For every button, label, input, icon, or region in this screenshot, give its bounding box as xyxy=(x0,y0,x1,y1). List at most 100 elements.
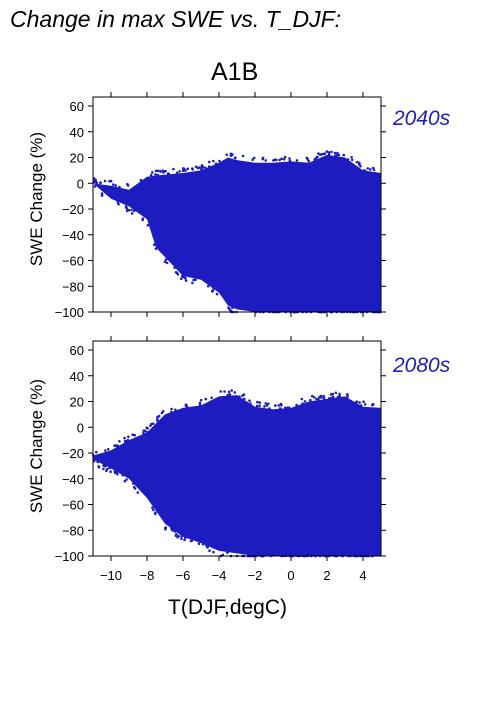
scatter-point xyxy=(94,179,97,183)
scatter-point xyxy=(278,158,282,162)
scatter-point xyxy=(141,217,145,220)
scatter-point xyxy=(186,167,189,171)
scatter-point xyxy=(198,403,202,407)
scatter-point xyxy=(146,224,150,227)
scatter-point xyxy=(249,402,252,405)
scatter-point xyxy=(93,185,97,188)
scatter-point xyxy=(118,185,121,189)
scatter-point xyxy=(277,404,281,407)
scatter-point xyxy=(303,400,307,403)
scatter-point xyxy=(123,436,126,440)
scatter-point xyxy=(118,440,121,443)
scatter-cloud-2040s xyxy=(93,154,381,312)
scatter-point xyxy=(238,395,241,398)
scatter-point xyxy=(359,404,363,407)
scatter-point xyxy=(132,485,136,489)
y-tick-label: 20 xyxy=(70,151,84,166)
scatter-point xyxy=(154,247,158,251)
scatter-point xyxy=(211,290,214,293)
scatter-point xyxy=(233,391,237,394)
scatter-point xyxy=(130,212,134,215)
scatter-point xyxy=(107,448,110,451)
y-tick-label: −60 xyxy=(62,498,84,513)
scatter-point xyxy=(199,398,203,402)
scatter-point xyxy=(124,205,128,208)
scatter-point xyxy=(133,433,136,437)
scatter-point xyxy=(92,177,96,180)
scatter-cloud-2080s xyxy=(93,395,381,556)
scatter-point xyxy=(307,159,311,163)
scatter-point xyxy=(157,414,161,418)
scatter-point xyxy=(194,165,198,169)
scatter-point xyxy=(234,156,237,160)
scatter-point xyxy=(132,209,136,213)
scatter-point xyxy=(212,287,215,291)
scatter-point xyxy=(335,154,339,157)
scatter-point xyxy=(231,153,234,156)
scatter-point xyxy=(151,171,154,174)
scatter-point xyxy=(218,159,221,163)
scatter-point xyxy=(176,536,179,539)
page-title: Change in max SWE vs. T_DJF: xyxy=(10,6,342,32)
scatter-point xyxy=(114,444,118,447)
scatter-point xyxy=(205,544,208,547)
scatter-point xyxy=(170,410,173,414)
scatter-point xyxy=(159,170,162,173)
scatter-point xyxy=(309,398,312,402)
panel-label-2080s: 2080s xyxy=(393,354,451,377)
scatter-point xyxy=(300,397,304,401)
scatter-point xyxy=(136,491,140,494)
y-tick-label: 40 xyxy=(70,125,84,140)
y-tick-label: −100 xyxy=(55,549,84,564)
scatter-point xyxy=(241,154,245,158)
scatter-point xyxy=(208,549,211,552)
scatter-point xyxy=(198,401,202,405)
scatter-point xyxy=(312,396,316,399)
scatter-point xyxy=(355,160,359,164)
scatter-point xyxy=(371,403,374,407)
scatter-point xyxy=(272,159,275,162)
scatter-point xyxy=(258,401,262,404)
scatter-point xyxy=(191,168,194,171)
scatter-point xyxy=(183,538,186,542)
scatter-point xyxy=(121,474,124,477)
scatter-point xyxy=(242,393,246,396)
scatter-point xyxy=(126,182,129,186)
scatter-point xyxy=(139,178,143,182)
scatter-point xyxy=(196,166,200,170)
scatter-point xyxy=(108,466,112,470)
panel-label-2040s: 2040s xyxy=(393,107,451,130)
scatter-point xyxy=(164,258,168,262)
scatter-point xyxy=(109,470,112,474)
x-tick-label: −8 xyxy=(140,568,155,583)
scatter-point xyxy=(163,260,167,264)
scatter-point xyxy=(156,169,160,173)
scatter-point xyxy=(184,536,187,540)
y-tick-label: −80 xyxy=(62,523,84,538)
scatter-point xyxy=(117,202,120,206)
scatter-point xyxy=(173,266,176,270)
scatter-point xyxy=(161,410,165,413)
scatter-point xyxy=(184,169,187,172)
x-tick-label: 0 xyxy=(287,568,294,583)
scatter-point xyxy=(288,159,292,163)
scatter-point xyxy=(153,243,156,246)
scatter-point xyxy=(145,430,149,434)
scatter-point xyxy=(255,404,259,408)
scatter-point xyxy=(206,284,210,288)
scatter-point xyxy=(230,389,233,392)
y-tick-label: 0 xyxy=(77,176,84,191)
scatter-points-2080s xyxy=(91,389,375,558)
scatter-point xyxy=(327,153,331,156)
scatter-point xyxy=(191,281,194,285)
scatter-point xyxy=(301,402,304,405)
scatter-point xyxy=(329,393,333,396)
scatter-point xyxy=(327,151,331,154)
scatter-point xyxy=(320,396,323,399)
scatter-point xyxy=(362,169,366,172)
scatter-point xyxy=(354,400,358,404)
scatter-point xyxy=(219,390,222,393)
scatter-point xyxy=(175,271,179,275)
scatter-point xyxy=(322,394,326,398)
